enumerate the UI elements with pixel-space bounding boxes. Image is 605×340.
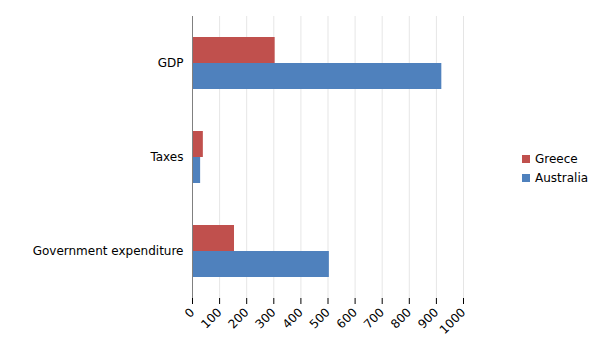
svg-text:0: 0 — [182, 305, 197, 320]
svg-text:100: 100 — [198, 305, 224, 331]
svg-text:Government expenditure: Government expenditure — [33, 244, 184, 258]
svg-text:Taxes: Taxes — [149, 150, 183, 164]
svg-text:500: 500 — [307, 305, 333, 331]
svg-text:400: 400 — [280, 305, 306, 331]
svg-text:1000: 1000 — [437, 305, 468, 336]
html-text:Greece: Greece — [535, 152, 578, 166]
svg-text:800: 800 — [388, 305, 414, 331]
html-text:Australia: Australia — [535, 171, 589, 185]
svg-text:600: 600 — [334, 305, 360, 331]
svg-text:900: 900 — [415, 305, 442, 332]
svg-text:GDP: GDP — [158, 56, 184, 70]
svg-text:200: 200 — [225, 305, 251, 331]
svg-text:700: 700 — [361, 305, 387, 331]
svg-text:300: 300 — [253, 305, 279, 331]
